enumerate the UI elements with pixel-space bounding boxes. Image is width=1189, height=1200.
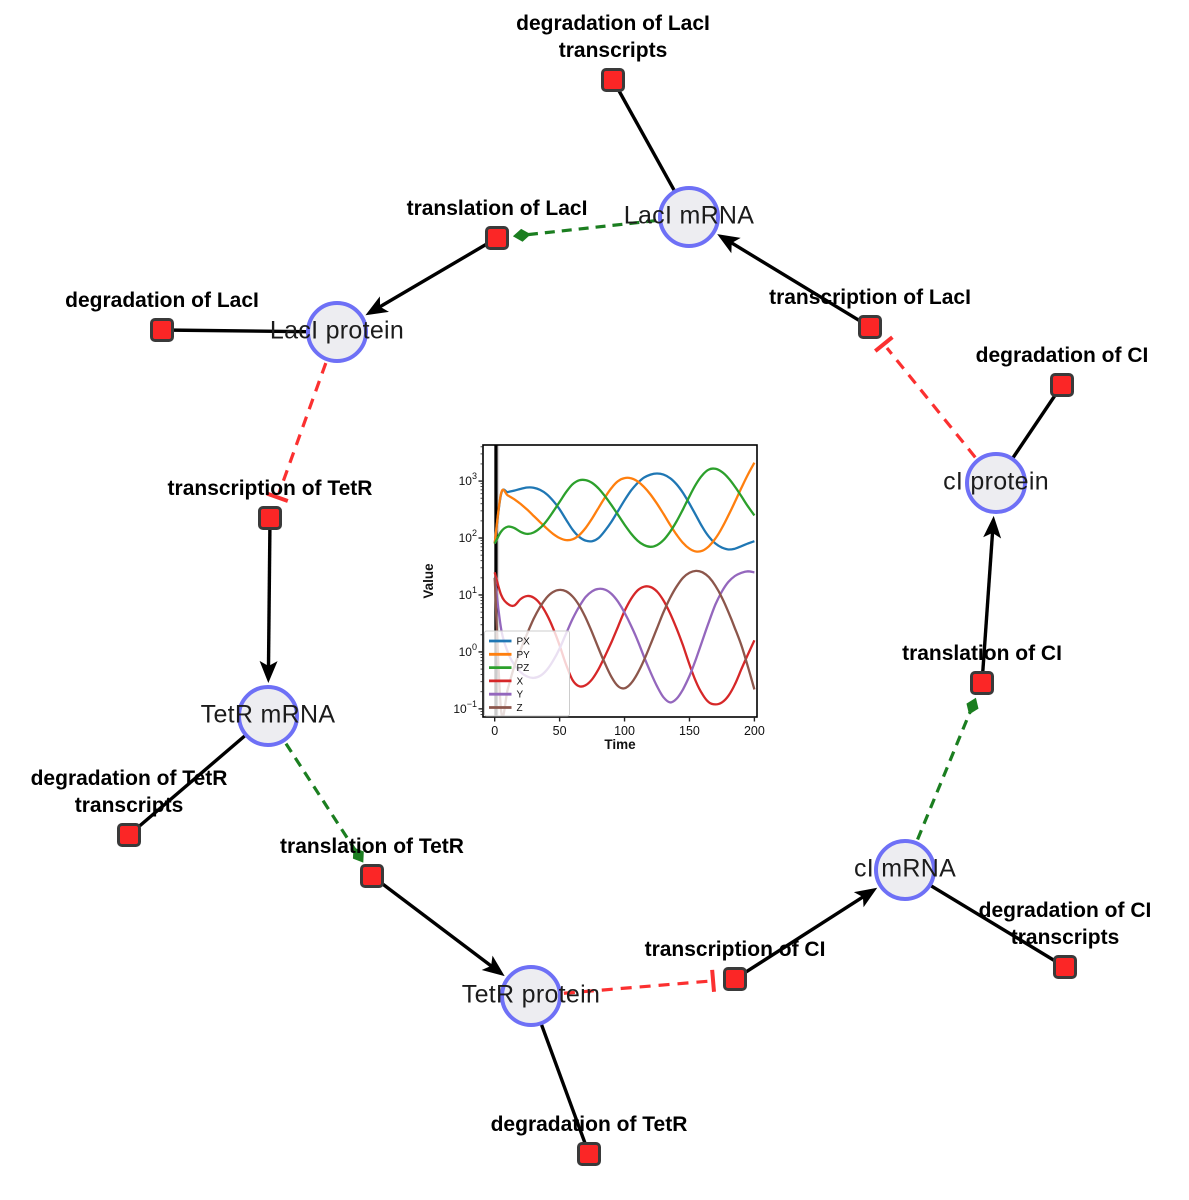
svg-text:10−1: 10−1 [453,699,477,716]
reaction-label: translation of LacI [406,197,588,221]
svg-text:Time: Time [604,737,636,752]
reaction-square-icon[interactable] [1050,373,1074,397]
svg-text:103: 103 [459,471,477,488]
reaction-label: transcription of TetR [167,477,373,501]
svg-text:101: 101 [459,585,477,602]
svg-text:0: 0 [491,724,498,738]
species-label: cI protein [943,467,1049,496]
species-circle-icon[interactable] [306,301,368,363]
reaction-square-icon[interactable] [150,318,174,342]
svg-text:Y: Y [517,690,524,701]
svg-text:150: 150 [679,724,700,738]
reaction-square-icon[interactable] [858,315,882,339]
svg-text:102: 102 [459,528,477,545]
reaction-label: transcription of CI [644,938,826,962]
species-label: cI mRNA [853,854,957,883]
reaction-label: translation of CI [902,642,1062,666]
reaction-label: transcription of LacI [769,286,971,310]
reaction-square-icon[interactable] [485,226,509,250]
reaction-square-icon[interactable] [258,506,282,530]
svg-text:PX: PX [517,637,531,648]
species-label: TetR mRNA [200,700,336,729]
svg-text:Value: Value [421,563,436,599]
svg-text:100: 100 [614,724,635,738]
species-circle-icon[interactable] [965,452,1027,514]
species-circle-icon[interactable] [500,965,562,1027]
reaction-label: degradation of TetR transcripts [30,767,228,818]
reaction-label: degradation of LacI transcripts [516,12,710,63]
reaction-label: degradation of TetR [490,1113,688,1137]
species-circle-icon[interactable] [237,685,299,747]
species-circle-icon[interactable] [874,839,936,901]
reaction-label: degradation of CI transcripts [978,899,1152,950]
reaction-square-icon[interactable] [117,823,141,847]
svg-text:100: 100 [459,642,477,659]
svg-text:50: 50 [553,724,567,738]
reaction-square-icon[interactable] [577,1142,601,1166]
svg-text:X: X [517,676,524,687]
reaction-square-icon[interactable] [601,68,625,92]
svg-text:PZ: PZ [517,663,530,674]
species-label: LacI mRNA [623,201,755,230]
reaction-label: degradation of LacI [65,289,259,313]
reaction-label: degradation of CI [975,344,1149,368]
reaction-square-icon[interactable] [360,864,384,888]
svg-text:PY: PY [517,650,531,661]
species-label: TetR protein [461,980,601,1009]
reaction-square-icon[interactable] [970,671,994,695]
svg-text:200: 200 [744,724,765,738]
species-circle-icon[interactable] [658,186,720,248]
reaction-square-icon[interactable] [723,967,747,991]
species-label: LacI protein [269,316,405,345]
svg-text:Z: Z [517,703,523,714]
reaction-square-icon[interactable] [1053,955,1077,979]
reaction-label: translation of TetR [280,835,464,859]
